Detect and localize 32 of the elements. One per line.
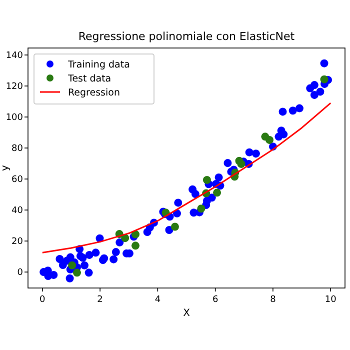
point [170, 222, 179, 231]
point [237, 160, 246, 168]
x-tick-label: 10 [324, 295, 337, 305]
x-tick-label: 0 [40, 295, 46, 305]
point [72, 268, 81, 277]
y-tick-label: 0 [17, 268, 24, 278]
legend-label: Training data [67, 60, 130, 70]
legend-label: Regression [68, 88, 120, 98]
x-tick-label: 4 [154, 295, 161, 305]
x-axis-title: X [183, 308, 190, 319]
point [68, 261, 76, 270]
y-axis-title: y [0, 164, 11, 171]
point [131, 230, 140, 238]
point [202, 176, 211, 184]
y-tick-label: 40 [12, 206, 24, 216]
y-tick-label: 100 [6, 112, 24, 123]
point [213, 188, 222, 197]
y-tick-label: 80 [12, 144, 24, 154]
point [320, 75, 328, 84]
point [265, 136, 274, 144]
x-tick-label: 8 [270, 295, 276, 305]
x-tick-label: 2 [97, 295, 103, 305]
y-tick-label: 120 [6, 82, 24, 92]
y-tick-label: 20 [12, 237, 24, 248]
x-tick-label: 6 [212, 295, 218, 305]
y-tick-label: 140 [6, 50, 24, 61]
point [131, 242, 140, 250]
line-series [42, 102, 332, 254]
chart-title: Regressione polinomiale con ElasticNet [78, 30, 296, 43]
point [197, 204, 206, 213]
legend-label: Test data [67, 74, 112, 84]
y-tick-label: 60 [12, 175, 24, 186]
